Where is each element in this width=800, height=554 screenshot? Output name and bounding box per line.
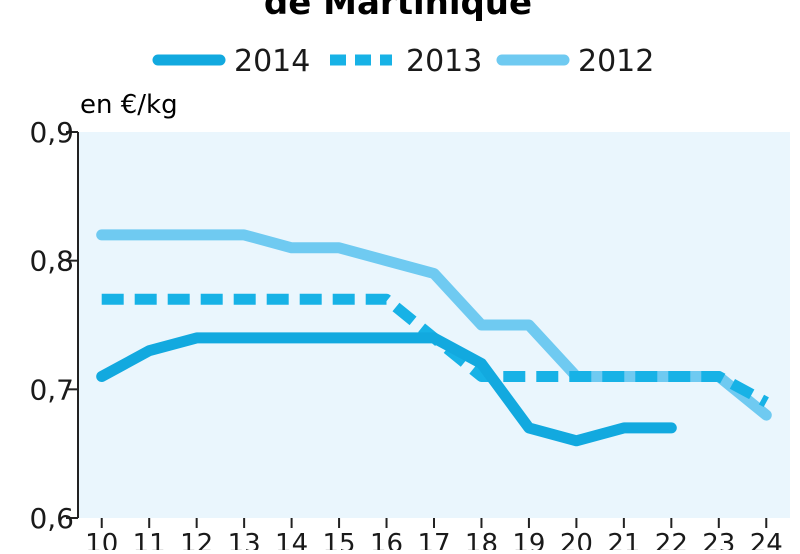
x-tick-label: 13: [228, 529, 261, 550]
x-tick-label: 23: [702, 529, 735, 550]
x-tick-label: 20: [560, 529, 593, 550]
x-tick-label: 11: [133, 529, 166, 550]
x-tick-label: 24: [750, 529, 783, 550]
plot-area-background: [78, 132, 790, 518]
legend-label-2014: 2014: [234, 44, 310, 79]
legend-label-2012: 2012: [578, 44, 654, 79]
series-lines: [96, 229, 772, 447]
x-tick-label: 18: [465, 529, 498, 550]
y-axis-unit-label: en €/kg: [80, 90, 178, 120]
y-tick-label: 0,9: [29, 116, 74, 149]
x-tick-label: 16: [370, 529, 403, 550]
y-tick-label: 0,7: [29, 373, 74, 406]
x-tick-label: 14: [275, 529, 308, 550]
x-tick-label: 22: [655, 529, 688, 550]
x-tick-label: 19: [512, 529, 545, 550]
x-tick-label: 21: [607, 529, 640, 550]
x-tick-label: 10: [85, 529, 118, 550]
y-tick-label: 0,8: [29, 245, 74, 278]
x-tick-label: 17: [417, 529, 450, 550]
legend: 2014 2013 2012: [152, 44, 654, 79]
x-axis-ticks: 10 11 12 13 14 15 16 17 18 19 20 21 22 23 24: [85, 518, 783, 554]
series-line-2014: [96, 332, 677, 447]
legend-label-2013: 2013: [406, 44, 482, 79]
y-tick-label: 0,6: [29, 502, 74, 535]
x-tick-label: 15: [323, 529, 356, 550]
y-axis-ticks: 0,6 0,7 0,8 0,9: [29, 116, 78, 535]
x-tick-label: 12: [180, 529, 213, 550]
chart-title: de Martinique: [264, 0, 532, 23]
